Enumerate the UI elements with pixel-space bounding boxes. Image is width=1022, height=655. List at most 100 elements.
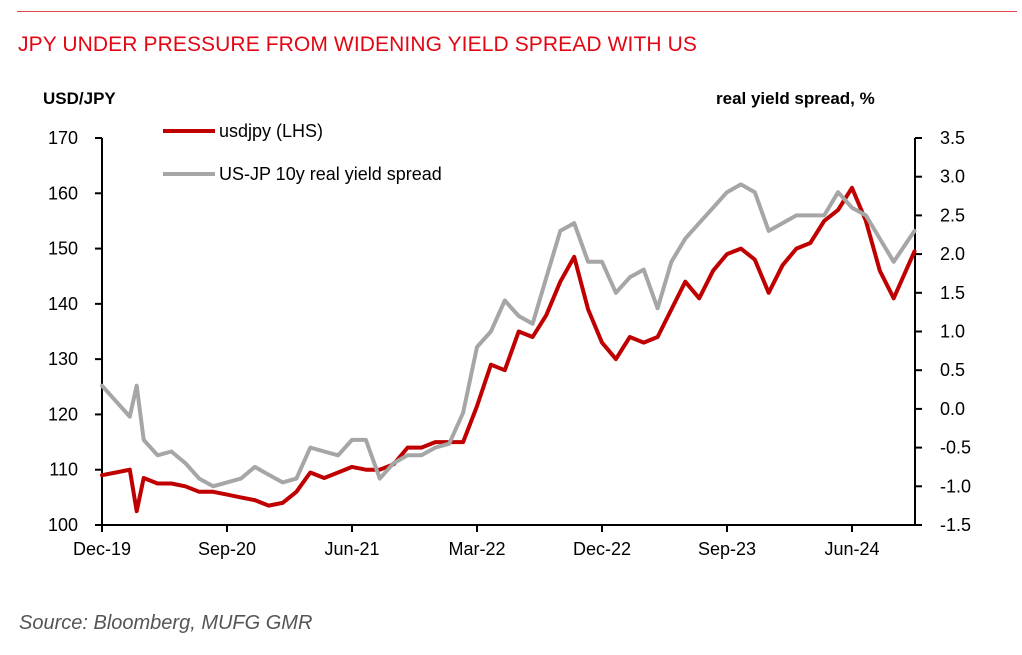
usdjpy-point [350,465,354,469]
usdjpy-point [406,446,410,450]
spread-point [267,473,271,477]
usdjpy-point [656,335,660,339]
usdjpy-point [197,490,201,494]
spread-point [781,221,785,225]
left-tick-label: 170 [48,128,78,148]
spread-point [558,229,562,233]
usdjpy-point [489,363,493,367]
usdjpy-point [114,471,118,474]
spread-point [475,345,479,349]
usdjpy-point [517,330,521,333]
spread-point [878,237,882,241]
usdjpy-point [781,263,785,267]
spread-point [183,461,187,465]
usdjpy-point [378,468,382,472]
spread-point [517,314,521,318]
spread-point [211,484,215,488]
x-tick-label: Jun-24 [824,539,879,559]
usdjpy-point [475,404,479,408]
spread-point [739,182,743,186]
right-tick-label: -1.5 [940,515,971,535]
spread-point [531,322,535,326]
spread-point [281,480,285,484]
spread-point [135,384,139,388]
usdjpy-point [169,482,173,485]
right-tick-label: -1.0 [940,476,971,496]
spread-point [336,453,340,457]
top-rule [17,11,1017,12]
x-tick-label: Jun-21 [324,539,379,559]
usdjpy-point [767,291,771,295]
spread-point [808,213,812,217]
usdjpy-point [739,247,743,251]
left-axis-label: USD/JPY [43,89,116,108]
usdjpy-point [683,280,687,284]
spread-point [656,306,660,310]
usdjpy-point [725,252,729,256]
spread-point [753,190,757,194]
usdjpy-point [308,471,312,474]
usdjpy-point [433,440,437,444]
spread-point [294,477,298,481]
x-tick-label: Sep-23 [698,539,756,559]
spread-point [100,384,104,388]
usdjpy-point [267,504,271,508]
spread-point [572,221,576,225]
left-tick-label: 140 [48,294,78,314]
right-tick-label: 3.0 [940,167,965,187]
right-tick-label: 1.0 [940,322,965,342]
right-tick-label: -0.5 [940,438,971,458]
spread-point [433,446,437,450]
spread-point [697,221,701,225]
usdjpy-point [544,313,548,317]
left-tick-label: 160 [48,183,78,203]
usdjpy-point [531,335,535,339]
usdjpy-point [836,208,840,212]
spread-point [392,461,396,465]
source-note: Source: Bloomberg, MUFG GMR [19,612,313,634]
spread-point [725,190,729,194]
usdjpy-point [697,296,701,300]
usdjpy-point [753,258,757,262]
right-tick-label: 3.5 [940,128,965,148]
usdjpy-point [253,498,257,502]
right-tick-label: 0.5 [940,360,965,380]
usdjpy-point [239,495,243,499]
usdjpy-point [281,501,285,505]
spread-point [822,213,826,217]
usdjpy-point [156,482,160,485]
spread-point [128,415,132,419]
spread-point [913,229,916,233]
spread-point [447,442,451,446]
usdjpy-point [364,468,368,472]
usdjpy-point [822,219,826,223]
usdjpy-point [600,341,604,345]
usdjpy-point [322,476,326,480]
usdjpy-point [913,249,916,253]
usdjpy-point [628,335,632,339]
spread-point [406,453,410,457]
usdjpy-point [892,296,896,300]
right-axis-label: real yield spread, % [716,89,875,108]
spread-point [197,477,201,481]
usdjpy-line [100,185,917,514]
usdjpy-point [558,280,562,284]
spread-point [642,268,646,272]
left-tick-label: 130 [48,349,78,369]
spread-point [114,399,118,403]
left-tick-label: 110 [49,460,78,480]
usdjpy-point [183,484,187,488]
usdjpy-point [135,509,139,513]
usdjpy-point [669,307,673,311]
spread-point [239,477,243,481]
usdjpy-point [642,341,646,345]
spread-point [503,299,507,302]
spread-point [628,275,632,279]
usdjpy-point [878,269,882,273]
left-tick-label: 150 [48,239,78,259]
right-tick-label: 1.5 [940,283,965,303]
spread-point [169,450,173,453]
spread-point [378,477,382,481]
left-tick-label: 120 [48,404,78,424]
